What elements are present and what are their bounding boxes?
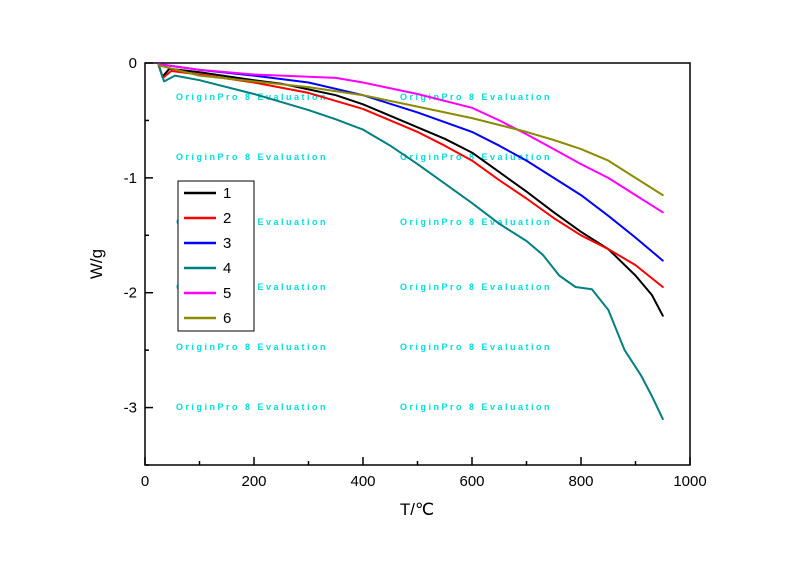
watermark-text: OriginPro 8 Evaluation xyxy=(176,152,328,162)
series-line-1 xyxy=(157,63,664,317)
legend-label-5: 5 xyxy=(223,285,231,302)
watermark-text: OriginPro 8 Evaluation xyxy=(176,342,328,352)
legend-box xyxy=(177,180,255,332)
watermark-text: OriginPro 8 Evaluation xyxy=(400,402,552,412)
y-tick-label: -1 xyxy=(124,170,137,187)
x-tick-label: 400 xyxy=(350,473,375,490)
x-tick-label: 0 xyxy=(141,473,149,490)
series-line-6 xyxy=(157,64,664,197)
legend-label-6: 6 xyxy=(223,310,231,327)
series-line-3 xyxy=(157,63,664,262)
watermark-text: OriginPro 8 Evaluation xyxy=(400,152,552,162)
x-tick-label: 1000 xyxy=(673,473,706,490)
x-tick-label: 600 xyxy=(459,473,484,490)
x-tick-label: 200 xyxy=(241,473,266,490)
watermark-text: OriginPro 8 Evaluation xyxy=(400,92,552,102)
series-line-5 xyxy=(157,63,664,214)
x-tick-label: 800 xyxy=(568,473,593,490)
legend-label-1: 1 xyxy=(223,185,231,202)
legend-label-2: 2 xyxy=(223,210,231,227)
watermark-text: OriginPro 8 Evaluation xyxy=(400,217,552,227)
watermark-text: OriginPro 8 Evaluation xyxy=(176,402,328,412)
legend-label-4: 4 xyxy=(223,260,231,277)
watermark-text: OriginPro 8 Evaluation xyxy=(176,92,328,102)
y-tick-label: -2 xyxy=(124,285,137,302)
x-axis-title: T/℃ xyxy=(399,500,435,519)
watermark-text: OriginPro 8 Evaluation xyxy=(400,342,552,352)
y-axis-title: W/g xyxy=(87,248,106,280)
legend-label-3: 3 xyxy=(223,235,231,252)
y-tick-label: 0 xyxy=(129,55,137,72)
series-line-4 xyxy=(157,64,664,421)
y-tick-label: -3 xyxy=(124,400,137,417)
watermark-text: OriginPro 8 Evaluation xyxy=(400,282,552,292)
